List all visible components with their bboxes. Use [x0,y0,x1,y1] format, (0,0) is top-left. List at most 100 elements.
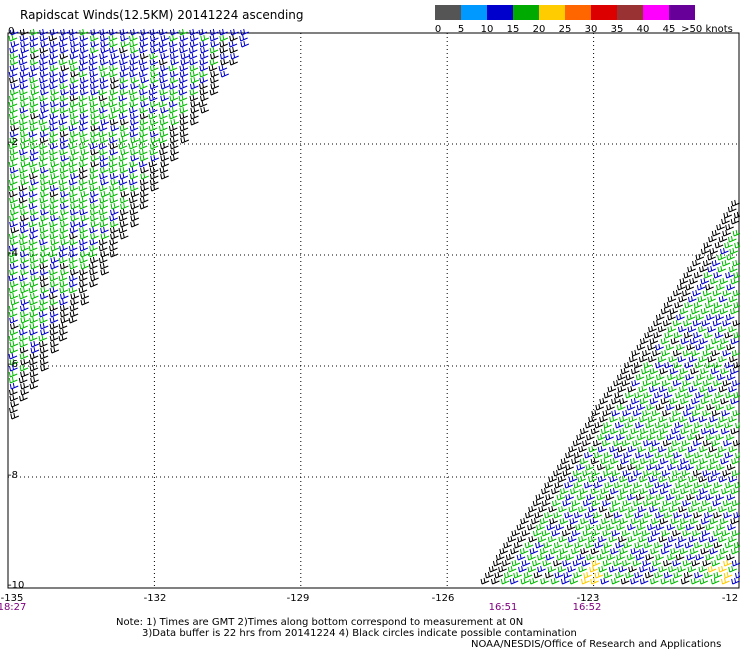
wind-barb [138,160,148,168]
wind-barb [110,124,120,132]
wind-barb [686,493,695,501]
wind-barb [565,451,574,459]
wind-barb [210,52,219,60]
wind-barb [109,214,118,222]
wind-barb [220,58,229,66]
wind-barb [179,130,189,138]
wind-barb [8,142,18,150]
wind-barb [59,136,69,144]
wind-barb [49,202,59,210]
wind-barb [89,70,99,78]
wind-barb [688,475,698,483]
wind-barb [169,34,178,42]
wind-barb [733,541,740,549]
wind-barb [728,355,738,363]
wind-barb [168,82,178,90]
wind-barb [179,124,189,132]
wind-barb [669,307,679,315]
wind-barb [680,577,690,585]
wind-barb [709,487,719,495]
wind-barb [210,82,220,90]
wind-barb [19,220,29,228]
wind-barb [632,409,642,417]
wind-barb [718,535,727,543]
wind-barb [573,451,583,459]
wind-barb [602,409,612,417]
wind-barb [627,445,637,453]
wind-barb [148,124,158,132]
wind-barb [78,124,88,132]
wind-barb [682,529,691,537]
wind-barb [39,196,49,204]
wind-barb [691,559,701,567]
wind-barb [733,511,740,519]
wind-barb [666,433,676,441]
wind-barb [89,76,99,84]
wind-barb [664,451,674,459]
wind-barb [503,571,513,579]
wind-barb [683,481,693,489]
wind-barb [9,196,18,204]
wind-barb [669,397,679,405]
wind-barb [603,469,612,477]
wind-barb [698,535,708,543]
wind-barb [616,463,626,471]
wind-barb [585,463,595,471]
wind-barb [635,451,644,459]
wind-barb [704,541,714,549]
wind-barb [49,82,58,90]
wind-barb [480,577,490,585]
wind-barb [158,70,168,78]
wind-barb [728,265,738,273]
wind-barb [702,379,712,387]
wind-barb [683,319,692,327]
wind-barb [39,292,49,300]
wind-barb [40,88,49,96]
wind-barb [698,415,708,423]
wind-barb [229,46,238,54]
wind-barb [692,289,701,297]
colorbar-swatch [513,5,539,20]
wind-barb [569,517,579,525]
wind-barb [679,367,689,375]
wind-barb [511,529,521,537]
wind-barb [158,136,168,144]
wind-barb [99,100,109,108]
wind-barb [160,82,170,90]
wind-barb [48,34,58,42]
wind-barb [580,577,590,585]
wind-barb [159,148,168,156]
wind-barb [707,265,716,273]
wind-barb [70,214,80,222]
lon-label-129: -129 [286,593,310,604]
wind-barb [676,313,685,321]
wind-barb [650,547,659,555]
wind-barb [685,463,694,471]
wind-barb [686,343,696,351]
wind-barb [721,577,730,585]
wind-barb [130,46,139,54]
wind-barb [79,28,88,36]
wind-barb [649,427,659,435]
wind-barb [118,214,128,222]
wind-barb [603,541,613,549]
wind-barb [68,178,78,186]
wind-barb [178,88,188,96]
wind-barb [646,463,656,471]
wind-barb [89,106,99,114]
wind-barb [615,571,624,579]
wind-barb [635,373,645,381]
wind-barb [78,142,88,150]
wind-barb [595,403,605,411]
note-line-3: NOAA/NESDIS/Office of Research and Appli… [471,639,722,650]
wind-barb [683,511,693,519]
wind-barb [707,385,717,393]
wind-barb [10,82,20,90]
wind-barb [178,82,188,90]
wind-barb [108,94,118,102]
wind-barb [628,415,638,423]
wind-barb [705,283,714,291]
wind-barb [10,40,20,48]
wind-barb [60,154,70,162]
wind-barb [659,517,669,525]
